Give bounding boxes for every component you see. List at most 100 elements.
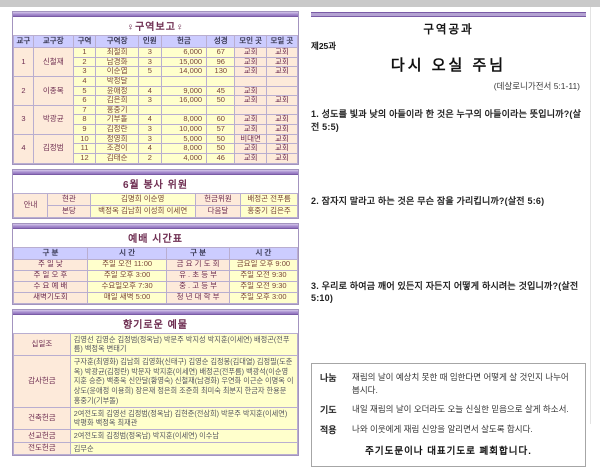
district-cell: 6 [72, 95, 97, 106]
district-row: 1 신철재 1 최철희 3 6,000 67 교회 교회 [13, 47, 299, 77]
district-report-table: 교구 교구장 구역 구역장 인원 헌금 성경 모인 곳 모일 곳 1 신철재 1 최철희 3 6,000 6… [13, 35, 299, 164]
district-cell: 정영희 [95, 133, 139, 145]
closing-items: 나눔 재림의 날이 예상치 못한 때 임한다면 어떻게 살 것인지 나누어 봅시다… [320, 371, 577, 437]
district-leader-cell: 박광균 [32, 104, 74, 135]
district-cell: 교회 [265, 124, 299, 135]
district-cell: 2 [137, 152, 162, 164]
district-cell: 4 [137, 143, 162, 154]
schedule-cell: 주일 오전 11:00 [86, 258, 168, 271]
column-header: 모일 곳 [265, 35, 299, 48]
column-header: 구역장 [95, 35, 139, 48]
district-report-section: ♀구역보고♀ 교구 교구장 구역 구역장 인원 헌금 성경 모인 곳 모일 곳 1 신철재 1 최철희… [12, 11, 299, 165]
schedule-cell: 주 일 낮 [13, 258, 88, 271]
schedule-row: 주 일 오 후 주일 오후 3:00 유 . 초 등 부 주일 오전 9:30 [13, 269, 299, 282]
district-cell: 기부돌 [95, 114, 139, 125]
district-cell: 10 [72, 133, 97, 145]
closing-box: 나눔 재림의 날이 예상치 못한 때 임한다면 어떻게 살 것인지 나누어 봅시다… [311, 362, 586, 467]
district-cell: 3 [137, 47, 162, 58]
district-cell: 5 [72, 85, 97, 97]
district-cell: 130 [206, 66, 236, 77]
offering-names: 2여전도회 김영선 김정범(정옥남) 김현준(전삼희) 박문주 박지훈(이세연)… [69, 406, 299, 430]
volunteer-names-cell: 백정옥 김남희 이성희 이세연 [89, 204, 196, 218]
district-cell: 김정란 [95, 124, 139, 135]
district-row: 8 기부돌 4 8,000 60 교회 교회 [14, 114, 299, 125]
district-cell: 46 [206, 152, 236, 164]
district-cell: 3 [137, 133, 162, 145]
offering-type-label: 십일조 [13, 332, 71, 356]
district-cell: 67 [206, 47, 236, 58]
schedule-cell: 유 . 초 등 부 [166, 269, 230, 282]
district-cell: 60 [206, 114, 236, 125]
scan-edge-strip [0, 0, 600, 7]
district-cell: 8,000 [160, 143, 208, 154]
lesson-section-header: 구역공과 [423, 24, 474, 36]
district-cell: 교회 [265, 47, 299, 58]
offering-type-label: 감사헌금 [13, 354, 71, 408]
column-header: 성경 [206, 35, 236, 48]
volunteer-duty-names: 배정곤 전푸름 [240, 192, 298, 206]
district-cell: 57 [206, 124, 236, 135]
schedule-cell: 청 년 대 학 부 [166, 291, 230, 304]
section-accent-bar [13, 12, 298, 17]
closing-footer: 주기도문이나 대표기도로 폐회합니다. [365, 446, 532, 458]
district-cell: 11 [72, 143, 97, 154]
district-cell: 교회 [265, 66, 299, 77]
closing-item-label: 나눔 [320, 372, 337, 383]
closing-item: 나눔 재림의 날이 예상치 못한 때 임한다면 어떻게 살 것인지 나누어 봅시다… [320, 371, 577, 397]
district-cell: 교회 [265, 152, 299, 164]
schedule-cell: 주일 오후 3:00 [228, 291, 299, 304]
schedule-cell: 수 요 예 배 [13, 280, 88, 293]
district-cell: 15,000 [160, 56, 208, 68]
district-cell: 8,000 [160, 114, 208, 125]
district-cell: 교회 [234, 143, 267, 154]
district-row: 4 김정범 10 정영희 3 5,000 50 비대면 교회 [13, 133, 299, 164]
offering-type-label: 전도헌금 [13, 441, 71, 456]
district-cell: 3 [137, 56, 162, 68]
district-cell: 9 [72, 124, 97, 135]
district-cell: 8 [72, 114, 97, 125]
district-cell: 김태순 [95, 152, 139, 164]
column-header: 인원 [137, 35, 162, 48]
offerings-section: 향기로운 예물 십일조 김영선 김영순 김정범(정옥남) 박문주 박지성 박지훈(… [12, 308, 299, 457]
district-row: 11 조경이 4 8,000 50 교회 교회 [14, 143, 299, 154]
closing-item-text: 나와 이웃에게 재림 신앙을 알리면서 살도록 합시다. [352, 424, 533, 435]
lesson-accent-bar [311, 12, 586, 17]
district-cell: 14,000 [160, 66, 208, 77]
lesson-questions: 1. 성도를 빛과 낮의 아들이라 한 것은 누구의 아들이라는 뜻입니까?(살… [311, 108, 586, 305]
district-leader-cell: 신철재 [32, 47, 74, 77]
right-page: 구역공과 제25과 다시 오실 주님 (데살로니가전서 5:1-11) 1. 성… [309, 7, 591, 467]
district-cell [160, 104, 208, 116]
schedule-cell: 주일 오후 3:00 [86, 269, 168, 282]
district-cell: 2 [72, 56, 97, 68]
schedule-row: 주 일 낮 주일 오전 11:00 금 요 기 도 회 금요일 오후 9:00 [13, 258, 299, 271]
lesson-question: 3. 우리로 하여금 깨어 있든지 자든지 어떻게 하시려는 것입니까?(살전 … [311, 280, 579, 304]
offering-row: 선교헌금 2여전도회 김정범(정옥남) 박지훈(이세연) 이수남 [13, 428, 299, 443]
district-number-cell: 1 [13, 47, 34, 77]
column-header: 교구장 [32, 35, 74, 48]
district-cell: 교회 [234, 66, 267, 77]
district-cell: 홍중기 [95, 104, 139, 116]
volunteers-row: 본당 백정옥 김남희 이성희 이세연 다음달 홍중기 김은주 [14, 204, 298, 218]
district-cell: 4,000 [160, 152, 208, 164]
column-header: 구 분 [13, 246, 88, 260]
volunteers-section: 6월 봉사 위원 안내 현관 김명희 이순영 헌금위원 배정곤 전푸름 본당 백정옥 김남희… [12, 168, 299, 219]
district-cell: 윤애정 [95, 85, 139, 97]
district-cell: 남경화 [95, 56, 139, 68]
district-cell: 1 [72, 47, 97, 58]
district-row: 3 박광균 7 홍중기 [13, 104, 299, 135]
volunteers-table: 안내 현관 김명희 이순영 헌금위원 배정곤 전푸름 본당 백정옥 김남희 이성희 이세연 다… [12, 192, 298, 218]
district-cell: 4 [137, 114, 162, 125]
schedule-cell: 금요일 오후 9:00 [228, 258, 299, 271]
lesson-question: 1. 성도를 빛과 낮의 아들이라 한 것은 누구의 아들이라는 뜻입니까?(살… [311, 109, 582, 132]
district-cell: 교회 [234, 85, 267, 97]
volunteer-place-cell: 본당 [47, 204, 91, 218]
offering-names: 2여전도회 김정범(정옥남) 박지훈(이세연) 이수남 [69, 428, 299, 443]
offering-names: 김영선 김영순 김정범(정옥남) 박문주 박지성 박지훈(이세연) 배정곤(전푸… [69, 332, 299, 356]
schedule-cell: 매일 새벽 5:00 [86, 291, 168, 304]
district-cell: 5 [137, 66, 162, 77]
volunteer-place-cell: 현관 [47, 192, 91, 206]
left-page: ♀구역보고♀ 교구 교구장 구역 구역장 인원 헌금 성경 모인 곳 모일 곳 1 신철재 1 최철희… [12, 11, 299, 457]
lesson-question: 2. 잠자지 말라고 하는 것은 무슨 잠을 가리킵니까?(살전 5:6) [311, 196, 545, 207]
closing-item-text: 재림의 날이 예상치 못한 때 임한다면 어떻게 살 것인지 나누어 봅시다. [352, 371, 569, 395]
